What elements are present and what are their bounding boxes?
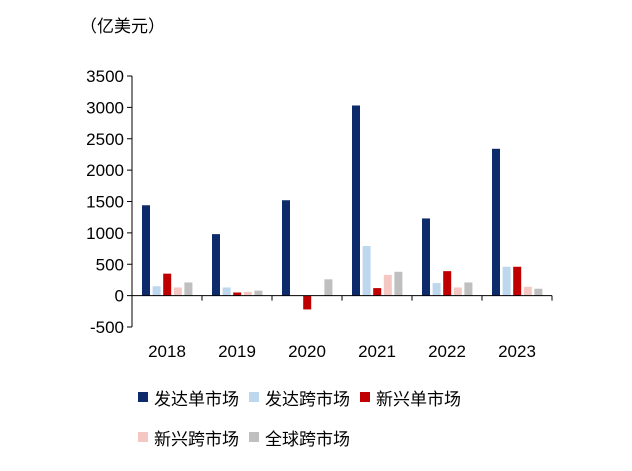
y-tick-label: 3000 <box>86 98 124 117</box>
bar-2020-series-1 <box>282 200 290 296</box>
legend-swatch <box>138 432 148 442</box>
bar-2021-series-1 <box>352 105 360 296</box>
legend-label: 新兴单市场 <box>376 389 461 410</box>
bar-2018-series-4 <box>173 287 182 296</box>
legend-swatch <box>249 392 259 402</box>
bar-2020-series-5 <box>324 279 333 296</box>
x-tick-label: 2019 <box>218 342 256 361</box>
y-tick-label: 0 <box>115 287 124 306</box>
legend-item-emerging-single: 新兴单市场 <box>360 385 461 410</box>
legend-row-2: 新兴跨市场 全球跨市场 <box>138 423 558 451</box>
bar-2018-series-3 <box>163 273 172 296</box>
bar-2023-series-2 <box>502 266 511 296</box>
unit-label: （亿美元） <box>80 17 165 37</box>
legend-item-developed-single: 发达单市场 <box>138 385 239 410</box>
bar-2022-series-5 <box>464 282 473 296</box>
y-tick-label: -500 <box>90 318 124 337</box>
x-tick-label: 2020 <box>288 342 326 361</box>
legend-label: 发达跨市场 <box>265 389 350 410</box>
bar-2022-series-3 <box>443 271 452 296</box>
legend-swatch <box>360 392 370 402</box>
y-tick-label: 1500 <box>86 193 124 212</box>
x-tick-label: 2021 <box>358 342 396 361</box>
y-tick-label: 2500 <box>86 130 124 149</box>
chart: （亿美元） 3500 3000 2500 2000 1500 1000 500 0 -500 2… <box>80 17 553 361</box>
x-tick-label: 2023 <box>498 342 536 361</box>
bar-2019-series-3 <box>233 292 242 296</box>
y-tick-label: 1000 <box>86 224 124 243</box>
bar-2022-series-4 <box>453 287 462 296</box>
legend-label: 发达单市场 <box>154 389 239 410</box>
bar-2020-series-3 <box>303 295 312 310</box>
bar-2021-series-3 <box>373 288 382 296</box>
y-tick-label: 2000 <box>86 161 124 180</box>
plot-area <box>142 105 543 310</box>
bar-2019-series-1 <box>212 234 220 296</box>
bar-2021-series-5 <box>394 271 403 296</box>
legend-label: 全球跨市场 <box>265 429 350 450</box>
legend-item-developed-cross: 发达跨市场 <box>249 385 350 410</box>
legend-label: 新兴跨市场 <box>154 429 239 450</box>
bar-2018-series-5 <box>184 282 193 296</box>
bar-2019-series-4 <box>243 291 252 296</box>
y-tick-label: 3500 <box>86 67 124 86</box>
legend-item-global-cross: 全球跨市场 <box>249 425 350 450</box>
bar-2019-series-5 <box>254 290 263 296</box>
bar-2023-series-4 <box>523 286 532 296</box>
y-tick-label: 500 <box>96 255 124 274</box>
legend-swatch <box>249 432 259 442</box>
bar-2023-series-3 <box>513 266 522 296</box>
legend-swatch <box>138 392 148 402</box>
x-tick-label: 2018 <box>148 342 186 361</box>
bar-2018-series-1 <box>142 205 150 296</box>
bar-2023-series-5 <box>534 288 543 296</box>
bar-2022-series-2 <box>432 283 441 296</box>
bar-2022-series-1 <box>422 218 430 296</box>
legend-item-emerging-cross: 新兴跨市场 <box>138 425 239 450</box>
bar-2018-series-2 <box>152 286 161 296</box>
legend: 发达单市场 发达跨市场 新兴单市场 新兴跨市场 全球跨市场 <box>138 383 558 463</box>
x-axis: 2018 2019 2020 2021 2022 2023 <box>131 295 553 361</box>
legend-row-1: 发达单市场 发达跨市场 新兴单市场 <box>138 383 558 411</box>
bar-2019-series-2 <box>222 287 231 296</box>
y-axis: 3500 3000 2500 2000 1500 1000 500 0 -500 <box>86 67 132 337</box>
x-tick-label: 2022 <box>428 342 466 361</box>
bar-2021-series-4 <box>383 274 392 296</box>
bar-2023-series-1 <box>492 148 500 296</box>
bar-2021-series-2 <box>362 246 371 296</box>
